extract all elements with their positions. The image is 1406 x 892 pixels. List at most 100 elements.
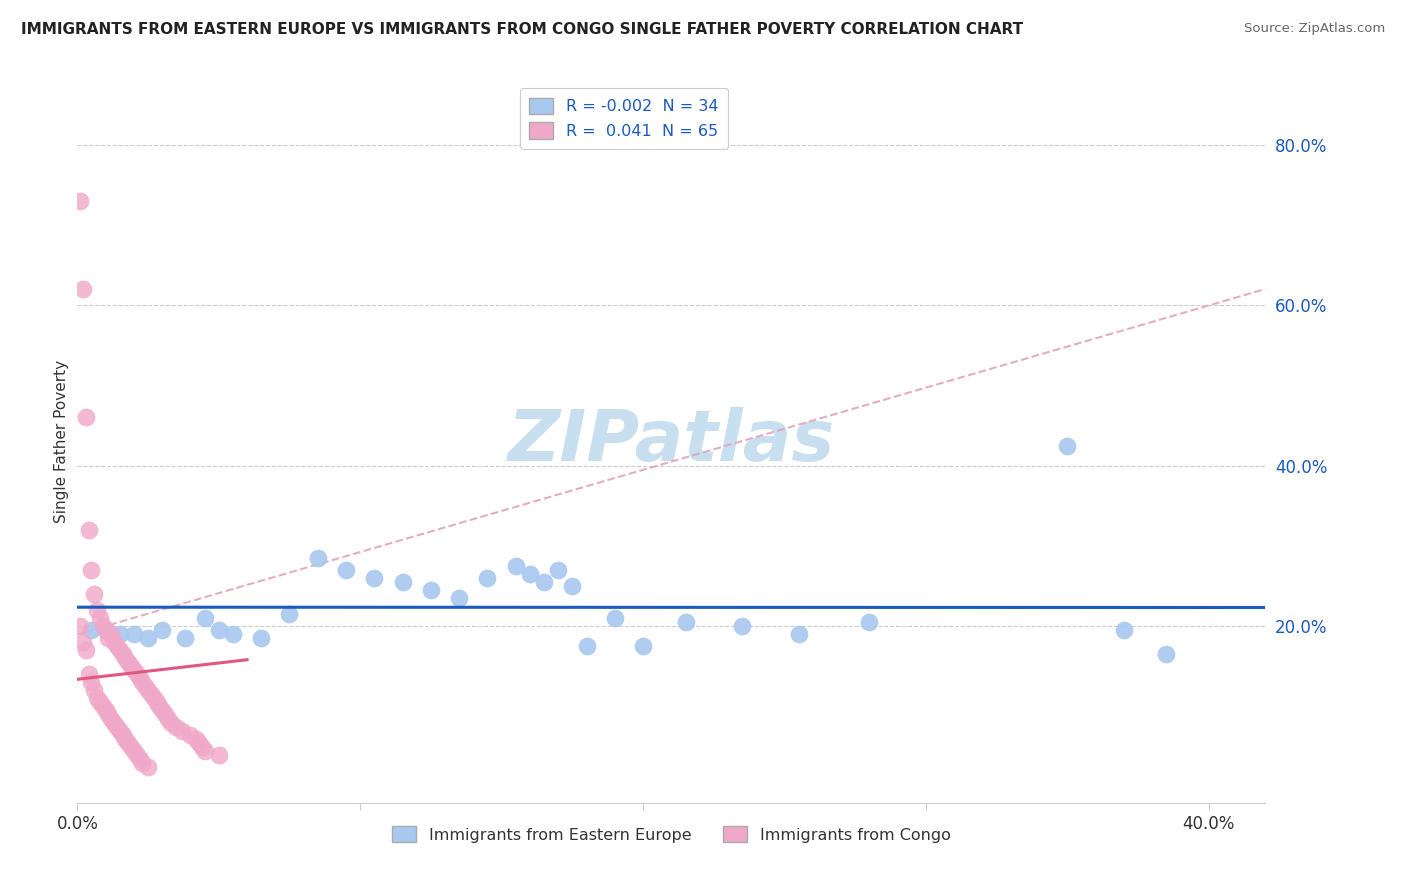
Point xyxy=(97,632,120,646)
Point xyxy=(731,619,754,633)
Point xyxy=(89,696,111,710)
Point xyxy=(89,611,111,625)
Point xyxy=(72,635,94,649)
Point xyxy=(136,632,159,646)
Point xyxy=(519,567,541,582)
Point xyxy=(103,715,125,730)
Text: IMMIGRANTS FROM EASTERN EUROPE VS IMMIGRANTS FROM CONGO SINGLE FATHER POVERTY CO: IMMIGRANTS FROM EASTERN EUROPE VS IMMIGR… xyxy=(21,22,1024,37)
Point xyxy=(80,675,103,690)
Point xyxy=(173,632,195,646)
Point xyxy=(1056,438,1078,452)
Point xyxy=(122,664,145,678)
Point xyxy=(125,747,148,762)
Point xyxy=(153,707,176,722)
Point xyxy=(91,699,114,714)
Point xyxy=(80,563,103,577)
Point xyxy=(83,587,105,601)
Point xyxy=(97,707,120,722)
Point xyxy=(69,194,91,208)
Point xyxy=(94,623,117,637)
Point xyxy=(419,583,441,598)
Point xyxy=(114,731,136,746)
Point xyxy=(77,667,100,681)
Point xyxy=(250,632,273,646)
Point xyxy=(139,687,162,701)
Point xyxy=(179,728,201,742)
Point xyxy=(72,282,94,296)
Text: ZIPatlas: ZIPatlas xyxy=(508,407,835,476)
Point xyxy=(94,623,117,637)
Point xyxy=(148,699,170,714)
Point xyxy=(391,574,413,589)
Point xyxy=(100,627,122,641)
Point xyxy=(125,667,148,681)
Point xyxy=(156,712,179,726)
Point xyxy=(170,723,193,738)
Point xyxy=(117,735,139,749)
Point xyxy=(787,627,810,641)
Point xyxy=(75,643,97,657)
Point xyxy=(675,615,697,630)
Point xyxy=(136,760,159,774)
Point xyxy=(1156,648,1178,662)
Point xyxy=(108,627,131,641)
Point xyxy=(533,574,555,589)
Point xyxy=(150,623,173,637)
Point xyxy=(194,744,217,758)
Point xyxy=(114,651,136,665)
Point xyxy=(94,703,117,717)
Point xyxy=(145,696,167,710)
Point xyxy=(858,615,880,630)
Point xyxy=(208,623,231,637)
Point xyxy=(131,675,153,690)
Point xyxy=(86,603,108,617)
Point xyxy=(136,683,159,698)
Point xyxy=(120,739,142,754)
Text: Source: ZipAtlas.com: Source: ZipAtlas.com xyxy=(1244,22,1385,36)
Point xyxy=(86,691,108,706)
Point xyxy=(111,728,134,742)
Point xyxy=(128,671,150,685)
Point xyxy=(134,680,156,694)
Point xyxy=(335,563,357,577)
Point xyxy=(186,731,208,746)
Point xyxy=(278,607,301,621)
Point xyxy=(505,558,527,573)
Point xyxy=(165,719,187,733)
Point xyxy=(103,635,125,649)
Legend: Immigrants from Eastern Europe, Immigrants from Congo: Immigrants from Eastern Europe, Immigran… xyxy=(385,820,957,849)
Point xyxy=(1112,623,1135,637)
Point xyxy=(100,712,122,726)
Point xyxy=(631,639,654,653)
Point xyxy=(117,655,139,669)
Point xyxy=(222,627,245,641)
Point xyxy=(142,691,165,706)
Point xyxy=(191,739,214,754)
Point xyxy=(363,571,385,585)
Point xyxy=(159,715,181,730)
Point xyxy=(105,639,128,653)
Point xyxy=(449,591,471,606)
Point xyxy=(603,611,626,625)
Point xyxy=(111,648,134,662)
Y-axis label: Single Father Poverty: Single Father Poverty xyxy=(53,360,69,523)
Point xyxy=(91,619,114,633)
Point xyxy=(477,571,499,585)
Point xyxy=(120,659,142,673)
Point xyxy=(208,747,231,762)
Point xyxy=(547,563,569,577)
Point xyxy=(561,579,583,593)
Point xyxy=(83,683,105,698)
Point xyxy=(75,410,97,425)
Point xyxy=(307,551,329,566)
Point xyxy=(575,639,598,653)
Point xyxy=(128,751,150,765)
Point xyxy=(194,611,217,625)
Point xyxy=(108,723,131,738)
Point xyxy=(108,643,131,657)
Point xyxy=(77,523,100,537)
Point xyxy=(131,756,153,770)
Point xyxy=(69,619,91,633)
Point xyxy=(122,744,145,758)
Point xyxy=(150,703,173,717)
